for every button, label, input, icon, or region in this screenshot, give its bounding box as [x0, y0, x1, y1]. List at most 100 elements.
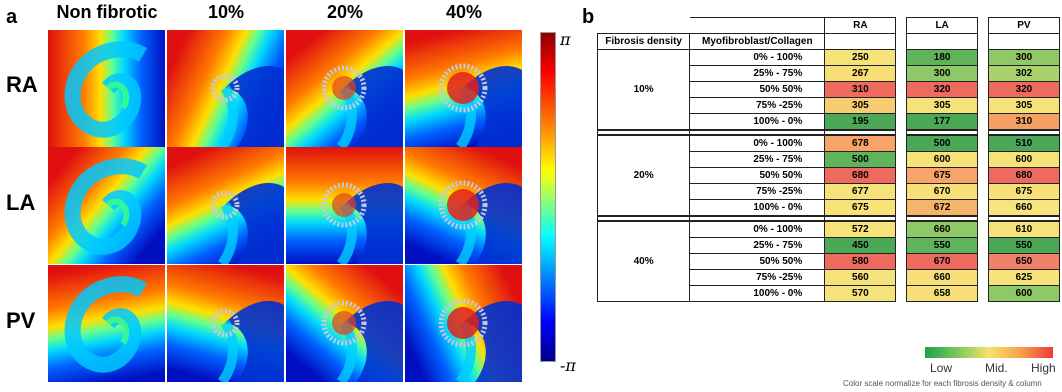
table-row: 40% 0% - 100% 572 660 610: [596, 220, 1061, 302]
ratio-cell: 0% - 100%: [689, 49, 826, 66]
la-value-cell: 675: [906, 167, 979, 184]
phase-map-tile: [48, 265, 165, 382]
la-value-cell: 660: [906, 220, 979, 238]
phase-colorbar: [540, 32, 556, 362]
pv-value-cell: 680: [987, 167, 1061, 184]
ratio-cell: 25% - 75%: [689, 237, 826, 254]
ratio-cell: 100% - 0%: [689, 285, 826, 302]
la-value-cell: 672: [906, 199, 979, 217]
ratio-cell: 100% - 0%: [689, 199, 826, 217]
ra-value-cell: 560: [824, 269, 897, 286]
density-cell: 10%: [596, 49, 691, 131]
phase-map-tile: [405, 30, 522, 147]
phase-map-tile: [405, 265, 522, 382]
la-value-cell: 670: [906, 183, 979, 200]
table-row: 50% 50% 680 675 680: [598, 167, 1061, 184]
pv-value-cell: 600: [987, 151, 1061, 168]
ra-value-cell: 677: [824, 183, 897, 200]
col-head-20: 20%: [326, 2, 364, 22]
header-ra: RA: [824, 17, 897, 34]
ra-value-cell: 678: [824, 134, 897, 152]
legend-low: Low: [930, 361, 953, 375]
density-cell: 20%: [596, 134, 691, 217]
pv-value-cell: 302: [987, 65, 1061, 82]
table-row: 75% -25% 677 670 675: [598, 183, 1061, 200]
table-row: 25% - 75% 267 300 302: [598, 65, 1061, 82]
table-row: 100% - 0% 570 658 600: [598, 285, 1061, 302]
ratio-cell: 50% 50%: [689, 167, 826, 184]
colorbar-bottom-label: -π: [560, 356, 576, 375]
table-row: 20% 0% - 100% 678 500 510: [596, 134, 1061, 217]
ra-value-cell: 305: [824, 97, 897, 114]
pv-value-cell: 650: [987, 253, 1061, 270]
la-value-cell: 660: [906, 269, 979, 286]
la-value-cell: 500: [906, 134, 979, 152]
ra-value-cell: 572: [824, 220, 897, 238]
activation-table: RA LA PV Fibrosis density Myofibroblast/…: [596, 17, 1061, 302]
col-head-nonfibrotic: Non fibrotic: [56, 2, 158, 22]
la-value-cell: 658: [906, 285, 979, 302]
header-la: LA: [906, 17, 979, 34]
ra-value-cell: 195: [824, 113, 897, 131]
ratio-cell: 25% - 75%: [689, 151, 826, 168]
ra-value-cell: 570: [824, 285, 897, 302]
table-row: 25% - 75% 450 550 550: [598, 237, 1061, 254]
colorbar-top-label: π: [560, 30, 571, 49]
col-head-40: 40%: [445, 2, 483, 22]
pv-value-cell: 510: [987, 134, 1061, 152]
pv-value-cell: 300: [987, 49, 1061, 66]
ratio-cell: 100% - 0%: [689, 113, 826, 131]
table-row: 75% -25% 305 305 305: [598, 97, 1061, 114]
ratio-cell: 25% - 75%: [689, 65, 826, 82]
ra-value-cell: 310: [824, 81, 897, 98]
pv-value-cell: 625: [987, 269, 1061, 286]
group-separator: [596, 215, 1061, 222]
table-row: 25% - 75% 500 600 600: [598, 151, 1061, 168]
group-separator: [596, 129, 1061, 136]
panel-a-label: a: [6, 6, 18, 28]
ra-value-cell: 580: [824, 253, 897, 270]
table-row: 50% 50% 580 670 650: [598, 253, 1061, 270]
ratio-cell: 50% 50%: [689, 253, 826, 270]
phase-map-tile: [48, 147, 165, 264]
ratio-cell: 50% 50%: [689, 81, 826, 98]
ra-value-cell: 500: [824, 151, 897, 168]
pv-value-cell: 610: [987, 220, 1061, 238]
pv-value-cell: 660: [987, 199, 1061, 217]
row-head-ra: RA: [6, 72, 38, 97]
la-value-cell: 300: [906, 65, 979, 82]
ratio-cell: 0% - 100%: [689, 220, 826, 238]
table-header-row: RA LA PV: [597, 17, 1061, 34]
ra-value-cell: 680: [824, 167, 897, 184]
row-head-pv: PV: [6, 308, 36, 333]
la-value-cell: 670: [906, 253, 979, 270]
pv-value-cell: 550: [987, 237, 1061, 254]
pv-value-cell: 305: [987, 97, 1061, 114]
la-value-cell: 320: [906, 81, 979, 98]
ra-value-cell: 267: [824, 65, 897, 82]
ra-value-cell: 250: [824, 49, 897, 66]
ra-value-cell: 675: [824, 199, 897, 217]
ratio-cell: 75% -25%: [689, 97, 826, 114]
phase-map-tile: [167, 147, 284, 264]
color-scale-legend: [925, 347, 1053, 358]
pv-value-cell: 600: [987, 285, 1061, 302]
legend-mid: Mid.: [985, 361, 1008, 375]
pv-value-cell: 320: [987, 81, 1061, 98]
header-fibrosis-density: Fibrosis density: [596, 33, 691, 50]
phase-map-tile: [286, 147, 403, 264]
legend-high: High: [1031, 361, 1056, 375]
ratio-cell: 75% -25%: [689, 183, 826, 200]
row-head-la: LA: [6, 190, 36, 215]
phase-map-tile: [286, 30, 403, 147]
pv-value-cell: 310: [987, 113, 1061, 131]
table-row: 100% - 0% 675 672 660: [598, 199, 1061, 217]
density-cell: 40%: [596, 220, 691, 302]
panel-b-label: b: [582, 6, 595, 28]
ratio-cell: 0% - 100%: [689, 134, 826, 152]
pv-value-cell: 675: [987, 183, 1061, 200]
phase-map-tile: [167, 265, 284, 382]
la-value-cell: 180: [906, 49, 979, 66]
phase-map-tile: [405, 147, 522, 264]
la-value-cell: 550: [906, 237, 979, 254]
